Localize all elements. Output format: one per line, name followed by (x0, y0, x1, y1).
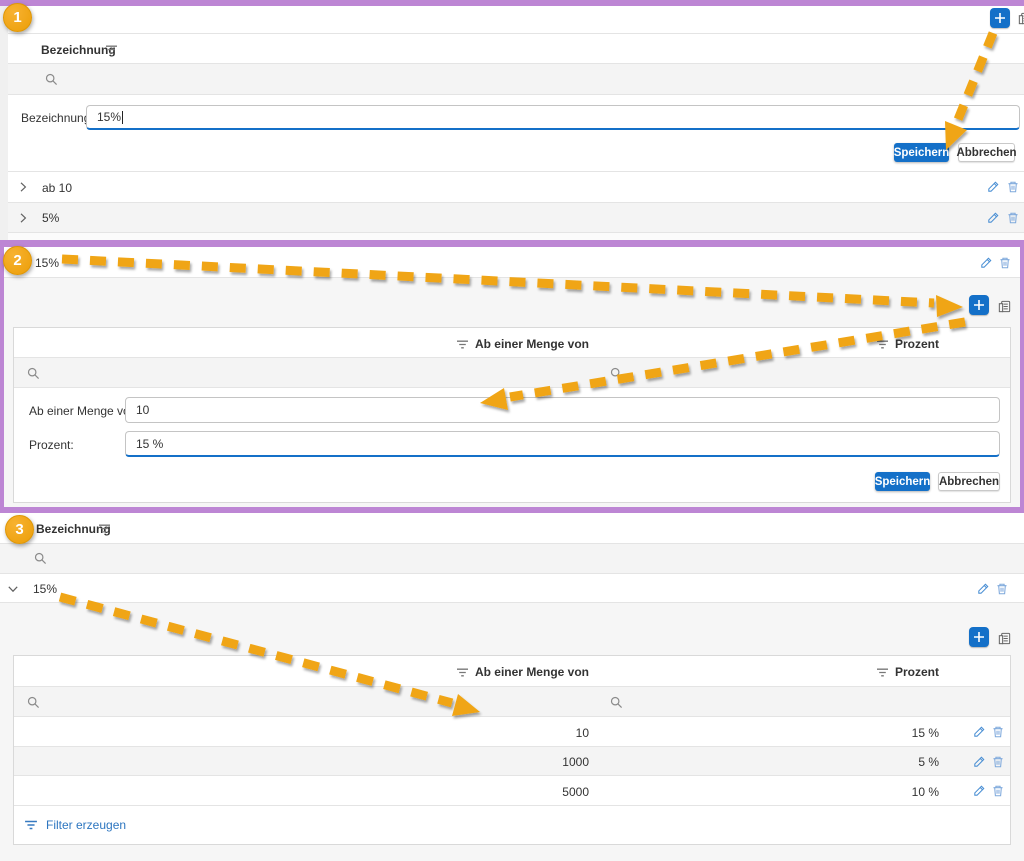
delete-trash-icon[interactable] (991, 755, 1005, 769)
search-icon (27, 367, 40, 380)
search-icon (34, 552, 47, 565)
header-filter-icon[interactable] (105, 44, 118, 55)
add-row-button[interactable] (969, 627, 989, 647)
plus-icon (993, 11, 1007, 25)
menge-field-label: Ab einer Menge von: (29, 404, 140, 418)
edit-pencil-icon[interactable] (976, 582, 990, 596)
search-icon (610, 696, 623, 709)
detail-search-row[interactable] (14, 358, 1010, 388)
expand-chevron-right-icon[interactable] (17, 181, 29, 193)
step3-search-row[interactable] (0, 544, 1024, 574)
column-header-menge: Ab einer Menge von (456, 337, 589, 351)
search-icon (27, 696, 40, 709)
step2-detail-grid-panel: Ab einer Menge von Prozent Ab einer Meng… (13, 327, 1011, 503)
row-label: 15% (33, 582, 58, 596)
step2-highlight-bar-left (0, 247, 4, 507)
filter-icon (24, 819, 38, 831)
header-filter-icon[interactable] (456, 667, 469, 678)
edit-pencil-icon[interactable] (972, 784, 986, 798)
search-icon (45, 73, 58, 86)
step1-highlight-bar (0, 0, 1024, 6)
table-row-5pct[interactable]: 5% (8, 203, 1024, 233)
row-label: ab 10 (42, 181, 73, 195)
create-filter-row: Filter erzeugen (14, 806, 1010, 844)
step2-highlight-bar-bottom (0, 507, 1024, 513)
step3-detail-grid-panel: Ab einer Menge von Prozent 10 15 % (13, 655, 1011, 845)
prozent-input[interactable]: 15 % (125, 431, 1000, 457)
menge-input[interactable]: 10 (125, 397, 1000, 423)
page-left-margin (0, 6, 8, 240)
step3-header-row: Bezeichnung (0, 513, 1024, 544)
cancel-button[interactable]: Abbrechen (938, 472, 1000, 491)
text-cursor (122, 110, 124, 124)
column-header-bezeichnung: Bezeichnung (41, 43, 116, 57)
detail-header-row: Ab einer Menge von Prozent (14, 328, 1010, 358)
edit-pencil-icon[interactable] (979, 256, 993, 270)
delete-trash-icon[interactable] (995, 582, 1009, 596)
table-row-ab10[interactable]: ab 10 (8, 172, 1024, 203)
delete-trash-icon[interactable] (1006, 180, 1020, 194)
header-filter-icon[interactable] (876, 339, 889, 350)
save-button[interactable]: Speichern (894, 143, 949, 162)
plus-icon (972, 630, 986, 644)
bezeichnung-input[interactable]: 15% (86, 105, 1020, 130)
delete-trash-icon[interactable] (991, 784, 1005, 798)
step1-edit-form-row: Bezeichnung: 15% Speichern Abbrechen (8, 95, 1024, 172)
search-icon (610, 367, 623, 380)
step-badge-1: 1 (3, 3, 32, 32)
column-chooser-icon[interactable] (997, 299, 1012, 314)
step1-search-row[interactable] (8, 64, 1024, 95)
edit-pencil-icon[interactable] (986, 211, 1000, 225)
cell-prozent: 5 % (918, 755, 939, 769)
cancel-button[interactable]: Abbrechen (956, 143, 1017, 162)
detail-search-row[interactable] (14, 687, 1010, 717)
save-button[interactable]: Speichern (875, 472, 930, 491)
header-filter-icon[interactable] (98, 523, 111, 534)
add-row-button[interactable] (969, 295, 989, 315)
delete-trash-icon[interactable] (991, 725, 1005, 739)
bezeichnung-field-label: Bezeichnung: (21, 111, 94, 125)
column-chooser-icon[interactable] (1017, 11, 1024, 26)
column-header-bezeichnung: Bezeichnung (36, 522, 111, 536)
cell-menge: 1000 (562, 755, 589, 769)
cell-menge: 10 (575, 726, 589, 740)
edit-pencil-icon[interactable] (972, 755, 986, 769)
step-badge-3: 3 (5, 515, 34, 544)
header-filter-icon[interactable] (456, 339, 469, 350)
delete-trash-icon[interactable] (1006, 211, 1020, 225)
detail-row[interactable]: 5000 10 % (14, 776, 1010, 806)
column-chooser-icon[interactable] (997, 631, 1012, 646)
table-row-15pct-expanded[interactable]: 15% (0, 574, 1024, 603)
row-label: 5% (42, 211, 60, 225)
step-badge-2: 2 (3, 246, 32, 275)
collapse-chevron-down-icon[interactable] (7, 583, 19, 595)
add-row-button[interactable] (990, 8, 1010, 28)
table-row-15pct[interactable]: 15% (4, 247, 1020, 278)
expand-chevron-right-icon[interactable] (17, 212, 29, 224)
column-header-menge: Ab einer Menge von (456, 665, 589, 679)
step2-highlight-bar-top (0, 240, 1024, 247)
step1-header-row: Bezeichnung (8, 33, 1024, 64)
plus-icon (972, 298, 986, 312)
row-label: 15% (35, 256, 60, 270)
menge-input-value: 10 (136, 403, 150, 417)
edit-pencil-icon[interactable] (972, 725, 986, 739)
bezeichnung-input-value: 15% (97, 110, 122, 124)
cell-prozent: 15 % (911, 726, 939, 740)
detail-header-row: Ab einer Menge von Prozent (14, 656, 1010, 687)
prozent-field-label: Prozent: (29, 438, 74, 452)
column-header-prozent: Prozent (876, 665, 939, 679)
create-filter-link[interactable]: Filter erzeugen (46, 818, 127, 832)
delete-trash-icon[interactable] (998, 256, 1012, 270)
cell-menge: 5000 (562, 785, 589, 799)
cell-prozent: 10 % (911, 785, 939, 799)
detail-row[interactable]: 10 15 % (14, 717, 1010, 747)
header-filter-icon[interactable] (876, 667, 889, 678)
prozent-input-value: 15 % (136, 436, 164, 451)
detail-row[interactable]: 1000 5 % (14, 747, 1010, 776)
step2-highlight-bar-right (1020, 247, 1024, 507)
edit-pencil-icon[interactable] (986, 180, 1000, 194)
column-header-prozent: Prozent (876, 337, 939, 351)
